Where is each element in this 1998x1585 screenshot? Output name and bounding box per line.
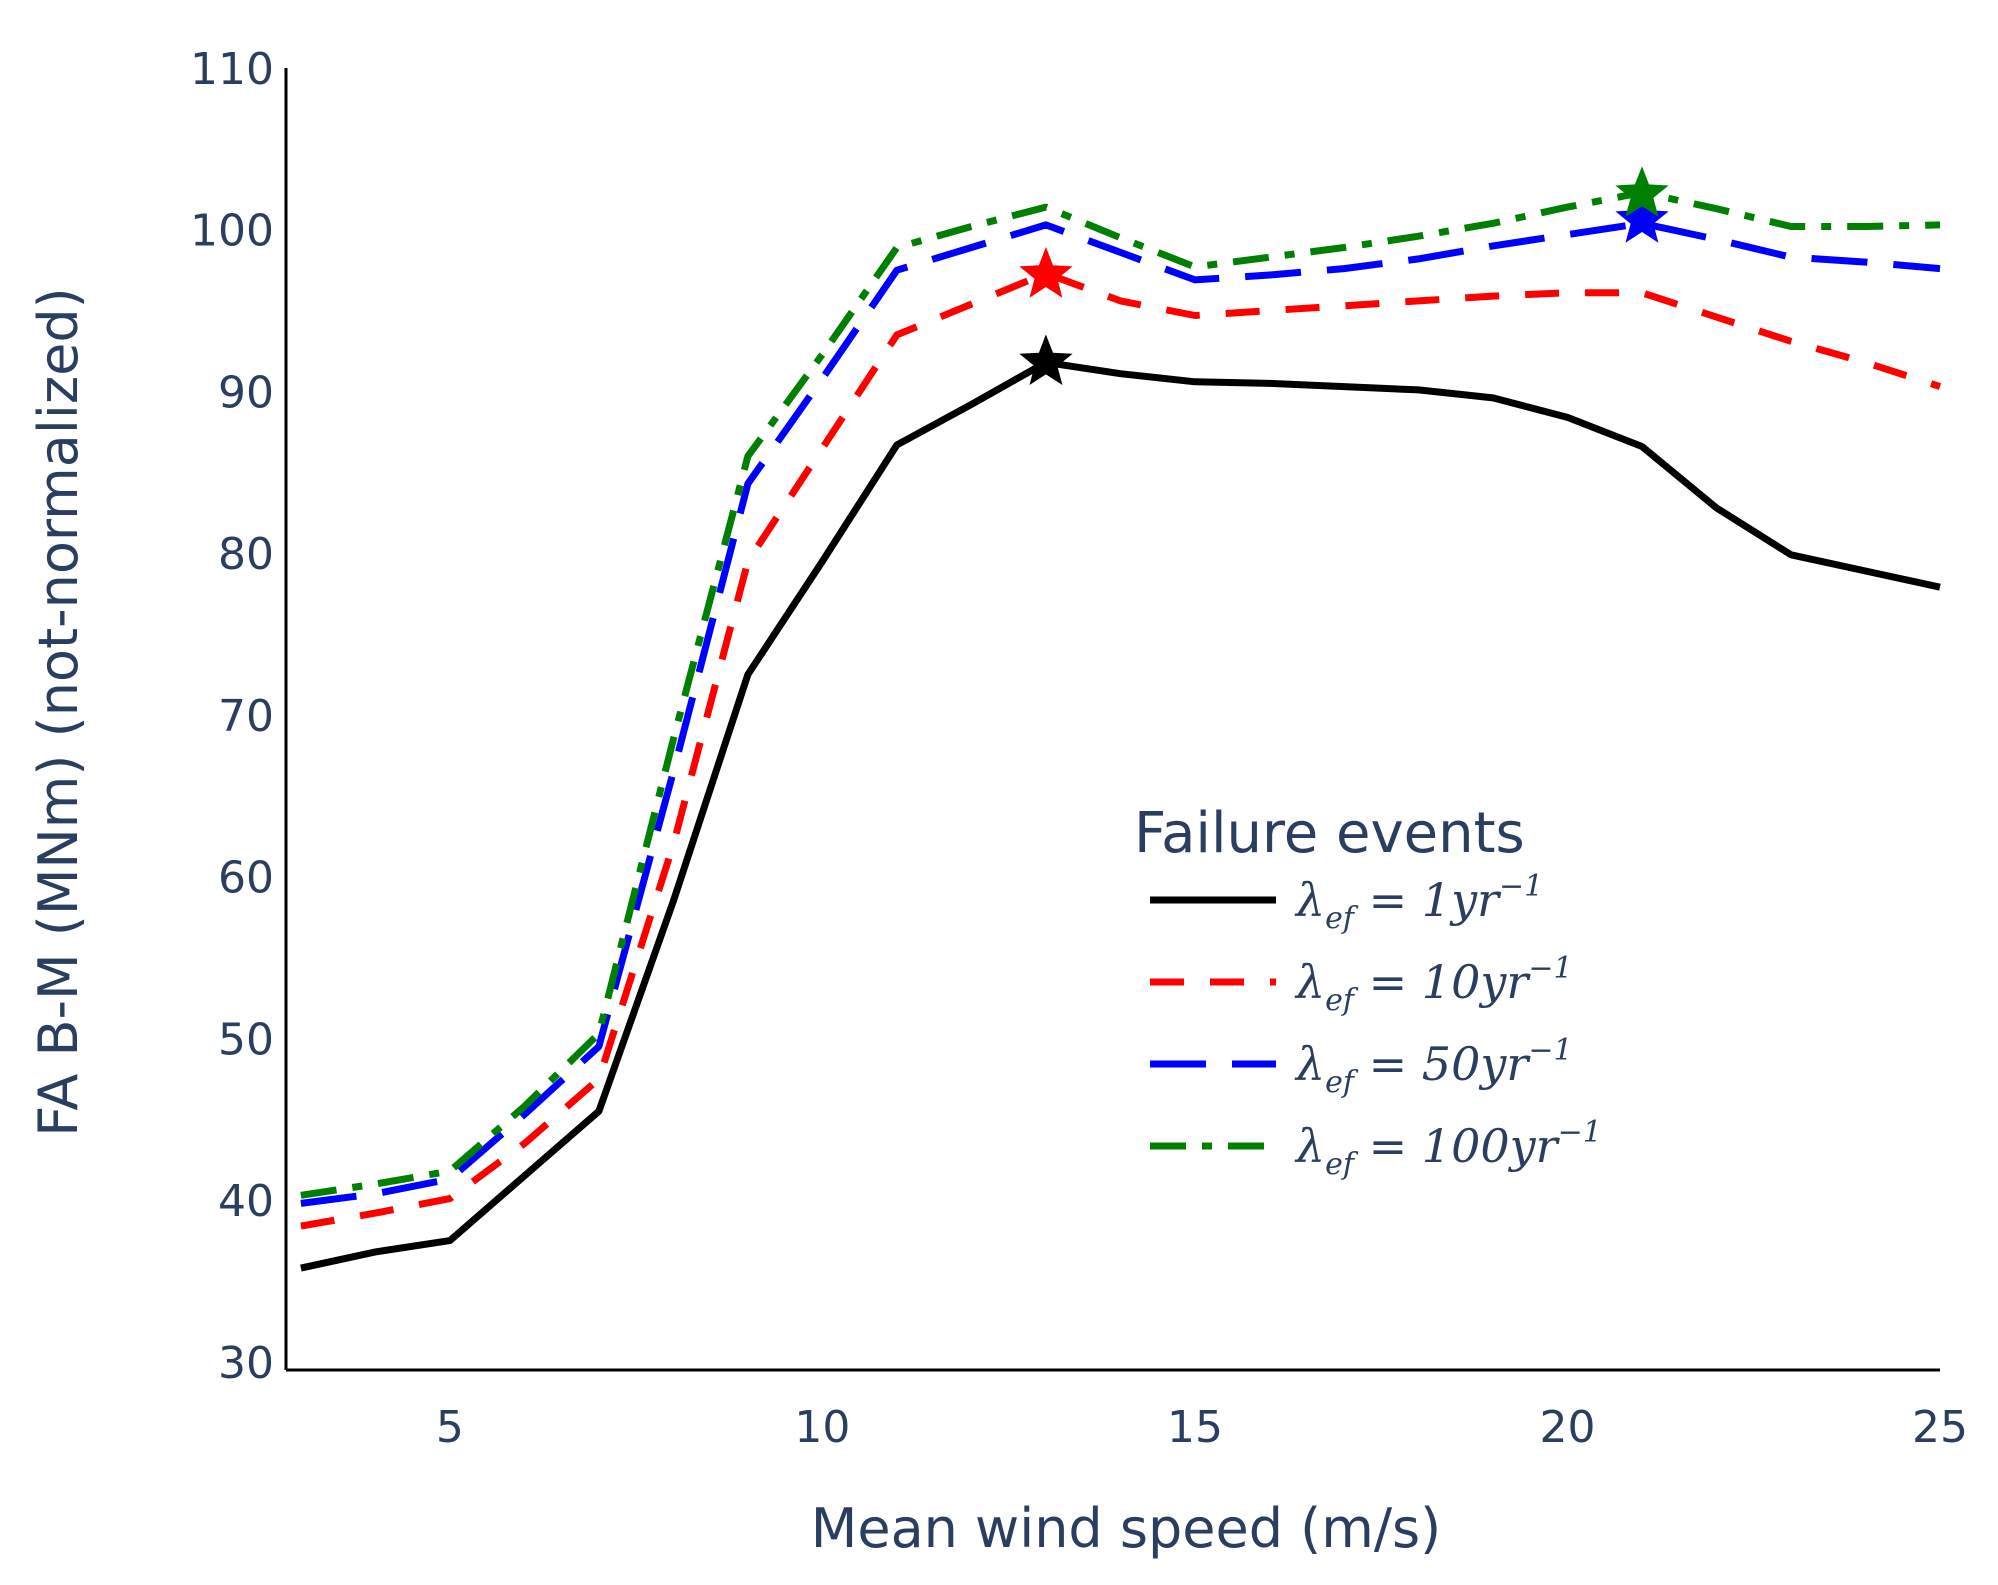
y-tick-label: 50: [218, 1014, 274, 1065]
star-marker-4: [1615, 166, 1669, 217]
marker-layer: [1019, 166, 1669, 385]
legend-label-2: λef = 10yr−1: [1294, 951, 1573, 1018]
legend-sup: −1: [1528, 1033, 1572, 1068]
x-axis-title: Mean wind speed (m/s): [811, 1497, 1442, 1560]
legend-sup: −1: [1528, 951, 1572, 986]
x-tick-label: 15: [1167, 1402, 1223, 1453]
x-tick-label: 5: [436, 1402, 464, 1453]
legend-mid: = 1yr: [1354, 873, 1502, 927]
legend-sub: ef: [1325, 1147, 1359, 1182]
x-tick-label: 20: [1539, 1402, 1595, 1453]
x-tick-label: 10: [794, 1402, 850, 1453]
series-line-4: [300, 189, 1941, 1199]
axes: [284, 68, 1940, 1372]
legend-label-1: λef = 1yr−1: [1294, 869, 1543, 936]
star-marker-1: [1019, 334, 1073, 385]
legend-mid: = 10yr: [1354, 955, 1531, 1009]
y-ticks: 30 40 50 60 70 80 90 100 110: [190, 44, 274, 1389]
legend-base: λ: [1294, 1037, 1325, 1091]
legend-label-4: λef = 100yr−1: [1294, 1115, 1602, 1182]
y-tick-label: 80: [218, 529, 274, 580]
series-line-1: [300, 358, 1941, 1272]
y-tick-label: 110: [190, 44, 274, 95]
star-marker-3: [1615, 192, 1669, 243]
x-ticks: 5 10 15 20 25: [436, 1402, 1968, 1453]
y-tick-label: 90: [218, 367, 274, 418]
legend-sub: ef: [1325, 1065, 1359, 1100]
legend-base: λ: [1294, 955, 1325, 1009]
legend-sub: ef: [1325, 901, 1359, 936]
series-layer: [300, 189, 1942, 1272]
y-tick-label: 40: [218, 1176, 274, 1227]
y-tick-label: 60: [218, 853, 274, 904]
legend-title: Failure events: [1134, 801, 1525, 866]
legend-base: λ: [1294, 873, 1325, 927]
series-line-3: [300, 219, 1941, 1207]
star-marker-2: [1019, 247, 1073, 298]
legend-sub: ef: [1325, 983, 1359, 1018]
y-axis-title: FA B-M (MNm) (not-normalized): [27, 287, 90, 1137]
x-tick-label: 25: [1912, 1402, 1968, 1453]
y-tick-label: 100: [190, 206, 274, 257]
legend-sup: −1: [1558, 1115, 1602, 1150]
y-tick-label: 70: [218, 691, 274, 742]
y-tick-label: 30: [218, 1338, 274, 1389]
legend-base: λ: [1294, 1119, 1325, 1173]
legend-sup: −1: [1499, 869, 1543, 904]
legend-label-3: λef = 50yr−1: [1294, 1033, 1573, 1100]
series-line-2: [300, 269, 1942, 1230]
legend-mid: = 50yr: [1354, 1037, 1531, 1091]
legend-mid: = 100yr: [1354, 1119, 1561, 1173]
